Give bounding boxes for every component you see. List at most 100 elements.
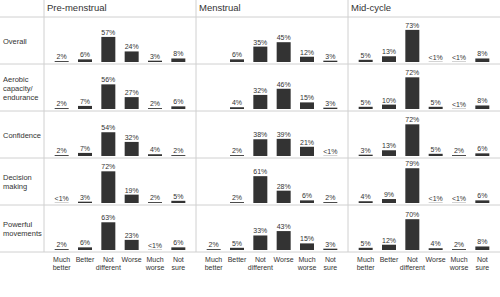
row-divider [0,64,500,65]
bar [125,195,139,203]
data-label: 2% [150,194,160,201]
data-label: 24% [125,43,139,50]
data-label: 7% [80,98,90,105]
bar [359,155,373,156]
bar [405,77,419,109]
category-label: Muchbetter [53,256,72,271]
bar [429,202,443,203]
row-divider [0,252,500,253]
bar [253,95,267,109]
bar [78,153,92,156]
data-label: 6% [477,145,487,152]
bar [382,105,396,109]
category-label: Notdifferent [248,256,273,271]
bars [359,219,490,250]
bar [359,248,373,250]
bar [429,248,443,250]
category-label: Notdifferent [400,256,425,271]
data-label: 2% [232,147,242,154]
data-label: 56% [101,76,115,83]
bar [78,106,92,109]
data-label: 15% [300,235,314,242]
row-label: Confidence [3,131,41,140]
data-label: <1% [55,195,69,202]
data-label: 5% [361,52,371,59]
bar [277,231,291,250]
category-label: Notsure [476,256,490,271]
bar [452,108,466,109]
bar [359,60,373,62]
data-label: 5% [431,146,441,153]
category-label: Muchworse [297,256,317,271]
bar [148,108,162,109]
bar [78,59,92,62]
data-label: <1% [452,101,466,108]
bars [230,89,337,109]
bar [253,139,267,156]
data-label: 5% [232,240,242,247]
data-label: 6% [232,51,242,58]
bars [207,231,338,250]
bars [55,84,186,109]
bar [300,243,314,250]
bar [101,132,115,156]
data-label: 21% [300,139,314,146]
bar [230,155,244,156]
data-label: 2% [57,241,67,248]
data-label: 2% [57,147,67,154]
category-label: Notdifferent [96,256,121,271]
data-label: <1% [148,242,162,249]
bar [452,249,466,250]
bar [253,47,267,62]
bar [475,153,489,156]
bar [429,154,443,156]
data-label: 38% [253,131,267,138]
data-label: 5% [173,193,183,200]
panel-title: Pre-menstrual [47,2,107,13]
bar [125,142,139,156]
bar [452,155,466,156]
panel-title: Menstrual [199,2,241,13]
data-label: 8% [173,50,183,57]
data-label: <1% [429,195,443,202]
column-divider [44,0,45,252]
data-label: 5% [361,99,371,106]
bar [382,245,396,250]
bar [230,202,244,203]
data-label: 79% [405,160,419,167]
data-label: 4% [232,99,242,106]
row-label: Powerfulmovements [3,220,42,238]
data-label: <1% [452,195,466,202]
data-label: 70% [405,211,419,218]
bar [323,61,337,62]
bar [171,58,185,62]
data-label: 2% [173,147,183,154]
data-label: 72% [405,116,419,123]
data-label: 32% [125,134,139,141]
bar [405,219,419,250]
bar [125,240,139,250]
bar [171,201,185,203]
data-label: 73% [405,22,419,29]
data-label: 12% [382,237,396,244]
row-divider [0,111,500,112]
bar [171,106,185,109]
bar [230,59,244,62]
bar [323,108,337,109]
data-label: 2% [325,194,335,201]
category-label: Notsure [324,256,338,271]
data-label: 8% [477,238,487,245]
category-label: Worse [122,256,142,263]
data-label: 6% [477,192,487,199]
bar [148,202,162,203]
data-label: 13% [382,48,396,55]
bars [55,222,186,250]
bars [359,30,490,62]
category-label: Notsure [172,256,186,271]
bars [359,124,490,156]
data-label: 19% [125,187,139,194]
bar [125,97,139,109]
bar [125,51,139,62]
data-label: 8% [477,97,487,104]
data-label: 6% [173,98,183,105]
